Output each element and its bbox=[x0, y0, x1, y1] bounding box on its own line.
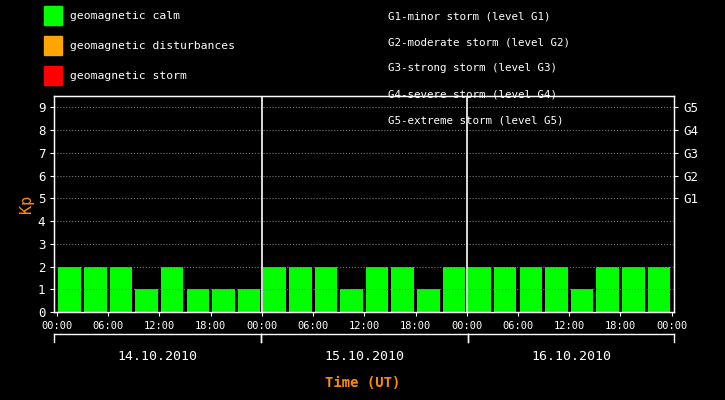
Bar bbox=[392, 266, 414, 312]
Bar bbox=[545, 266, 568, 312]
Bar bbox=[597, 266, 619, 312]
Text: geomagnetic calm: geomagnetic calm bbox=[70, 11, 181, 20]
Bar bbox=[340, 289, 362, 312]
Text: 15.10.2010: 15.10.2010 bbox=[324, 350, 405, 363]
Bar bbox=[289, 266, 312, 312]
Bar bbox=[622, 266, 645, 312]
Text: G5-extreme storm (level G5): G5-extreme storm (level G5) bbox=[388, 115, 563, 125]
Bar bbox=[212, 289, 235, 312]
Text: G2-moderate storm (level G2): G2-moderate storm (level G2) bbox=[388, 37, 570, 47]
Text: 14.10.2010: 14.10.2010 bbox=[117, 350, 198, 363]
Bar bbox=[417, 289, 439, 312]
Bar bbox=[315, 266, 337, 312]
Bar bbox=[494, 266, 516, 312]
Bar bbox=[263, 266, 286, 312]
Bar bbox=[161, 266, 183, 312]
Bar bbox=[520, 266, 542, 312]
Bar bbox=[366, 266, 389, 312]
Text: G3-strong storm (level G3): G3-strong storm (level G3) bbox=[388, 63, 557, 73]
Bar bbox=[468, 266, 491, 312]
Bar bbox=[84, 266, 107, 312]
Text: G1-minor storm (level G1): G1-minor storm (level G1) bbox=[388, 11, 550, 21]
Bar bbox=[571, 289, 593, 312]
Bar bbox=[59, 266, 81, 312]
Y-axis label: Kp: Kp bbox=[19, 195, 33, 213]
Bar bbox=[443, 266, 465, 312]
Bar bbox=[109, 266, 132, 312]
Text: 16.10.2010: 16.10.2010 bbox=[531, 350, 611, 363]
Bar bbox=[186, 289, 209, 312]
Text: Time (UT): Time (UT) bbox=[325, 376, 400, 390]
Text: G4-severe storm (level G4): G4-severe storm (level G4) bbox=[388, 89, 557, 99]
Bar bbox=[136, 289, 158, 312]
Text: geomagnetic storm: geomagnetic storm bbox=[70, 70, 187, 81]
Bar bbox=[238, 289, 260, 312]
Text: geomagnetic disturbances: geomagnetic disturbances bbox=[70, 41, 236, 51]
Bar bbox=[647, 266, 670, 312]
